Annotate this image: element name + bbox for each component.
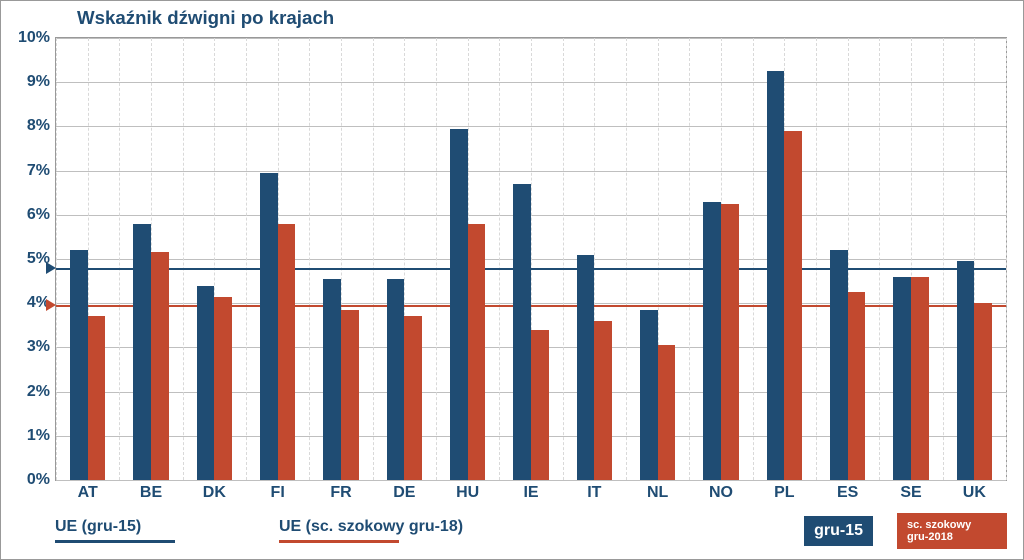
gridline-v: [56, 38, 57, 480]
x-tick-label: UK: [963, 484, 986, 502]
bar: [577, 255, 595, 480]
y-tick-label: 3%: [27, 338, 50, 356]
bar: [703, 202, 721, 480]
bar: [531, 330, 549, 480]
legend-ref-line-1: UE (gru-15): [55, 518, 255, 543]
bar: [278, 224, 296, 480]
gridline-v: [689, 38, 690, 480]
bar: [594, 321, 612, 480]
bar: [658, 345, 676, 480]
gridline-v: [309, 38, 310, 480]
gridline-v: [499, 38, 500, 480]
gridline-v: [183, 38, 184, 480]
legend-series-2-line2: gru-2018: [907, 531, 997, 543]
x-tick-label: DK: [203, 484, 226, 502]
y-tick-label: 10%: [18, 29, 50, 47]
y-tick-label: 6%: [27, 206, 50, 224]
x-tick-label: BE: [140, 484, 162, 502]
gridline-v: [816, 38, 817, 480]
bar: [133, 224, 151, 480]
legend-series-2-swatch: sc. szokowy gru-2018: [897, 513, 1007, 549]
bar: [721, 204, 739, 480]
bar: [70, 250, 88, 480]
x-tick-label: IT: [587, 484, 601, 502]
legend-ref-line-1-stroke: [55, 540, 175, 543]
bar: [450, 129, 468, 480]
y-tick-label: 7%: [27, 162, 50, 180]
legend-series-1-swatch: gru-15: [804, 516, 873, 546]
reference-marker-icon: [46, 262, 56, 274]
legend-ref-line-1-label: UE (gru-15): [55, 518, 255, 536]
y-tick-label: 0%: [27, 471, 50, 489]
x-tick-label: IE: [523, 484, 538, 502]
bar: [404, 316, 422, 480]
x-tick-label: NO: [709, 484, 733, 502]
bar: [848, 292, 866, 480]
bar: [830, 250, 848, 480]
y-tick-label: 9%: [27, 73, 50, 91]
bar: [468, 224, 486, 480]
x-tick-label: NL: [647, 484, 668, 502]
x-tick-label: ES: [837, 484, 858, 502]
chart-title: Wskaźnik dźwigni po krajach: [77, 7, 334, 29]
legend-series-2-line1: sc. szokowy: [907, 519, 997, 531]
legend-series-1: gru-15: [804, 516, 873, 546]
bar: [640, 310, 658, 480]
y-tick-label: 8%: [27, 117, 50, 135]
bar: [260, 173, 278, 480]
legend: UE (gru-15) UE (sc. szokowy gru-18) gru-…: [55, 513, 1007, 549]
x-tick-label: FR: [330, 484, 351, 502]
bar: [911, 277, 929, 480]
bar: [214, 297, 232, 480]
x-tick-label: AT: [78, 484, 98, 502]
legend-ref-line-2-stroke: [279, 540, 399, 543]
gridline-v: [119, 38, 120, 480]
x-tick-label: PL: [774, 484, 794, 502]
bar: [974, 303, 992, 480]
bar: [197, 286, 215, 480]
bar: [957, 261, 975, 480]
legend-series-2: sc. szokowy gru-2018: [897, 513, 1007, 549]
gridline-v: [563, 38, 564, 480]
bar: [784, 131, 802, 480]
bar: [893, 277, 911, 480]
x-tick-label: HU: [456, 484, 479, 502]
gridline-v: [753, 38, 754, 480]
gridline-v: [246, 38, 247, 480]
legend-ref-line-2-label: UE (sc. szokowy gru-18): [279, 518, 479, 536]
legend-ref-line-2: UE (sc. szokowy gru-18): [279, 518, 479, 543]
gridline-v: [1006, 38, 1007, 480]
bar: [767, 71, 785, 480]
chart-frame: Wskaźnik dźwigni po krajach 0%1%2%3%4%5%…: [0, 0, 1024, 560]
reference-line: [56, 268, 1006, 270]
bar: [387, 279, 405, 480]
gridline-v: [436, 38, 437, 480]
bar: [88, 316, 106, 480]
y-tick-label: 1%: [27, 427, 50, 445]
gridline-v: [879, 38, 880, 480]
y-tick-label: 2%: [27, 383, 50, 401]
gridline-v: [373, 38, 374, 480]
chart-plot-area: 0%1%2%3%4%5%6%7%8%9%10%ATBEDKFIFRDEHUIEI…: [55, 37, 1007, 481]
gridline-h: [56, 480, 1006, 481]
bar: [341, 310, 359, 480]
reference-marker-icon: [46, 299, 56, 311]
bar: [513, 184, 531, 480]
x-tick-label: DE: [393, 484, 415, 502]
bar: [323, 279, 341, 480]
bar: [151, 252, 169, 480]
gridline-v: [626, 38, 627, 480]
x-tick-label: SE: [900, 484, 921, 502]
x-tick-label: FI: [271, 484, 285, 502]
gridline-v: [943, 38, 944, 480]
